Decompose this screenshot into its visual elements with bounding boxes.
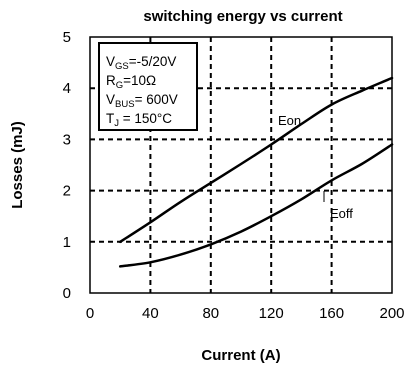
series-line-eon	[118, 76, 394, 244]
series-line-eoff	[118, 143, 394, 268]
y-tick-labels: 0 1 2 3 4 5	[63, 29, 71, 302]
vgs-param: VGS=-5/20V	[106, 54, 176, 72]
grid	[90, 37, 392, 293]
x-tick-label: 40	[142, 305, 159, 322]
tj-param: TJ = 150°C	[106, 111, 172, 129]
y-tick-label: 4	[63, 80, 71, 97]
x-tick-label: 200	[379, 305, 404, 322]
chart-title: switching energy vs current	[143, 8, 342, 25]
x-tick-label: 160	[319, 305, 344, 322]
x-tick-labels: 0 40 80 120 160 200	[86, 305, 405, 322]
rg-param: RG=10Ω	[106, 73, 156, 91]
parameter-box-frame	[98, 42, 198, 131]
y-axis-label: Losses (mJ)	[9, 121, 26, 209]
series-lines	[118, 76, 394, 268]
x-tick-label: 0	[86, 305, 94, 322]
parameter-box: VGS=-5/20V RG=10Ω VBUS= 600V TJ = 150°C	[98, 42, 198, 131]
plot-frame	[89, 36, 393, 294]
y-tick-label: 2	[63, 183, 71, 200]
y-tick-label: 5	[63, 29, 71, 46]
x-axis-label: Current (A)	[201, 347, 280, 364]
y-tick-label: 1	[63, 234, 71, 251]
eon-label: Eon	[278, 113, 301, 128]
x-tick-label: 120	[259, 305, 284, 322]
eoff-label: Eoff	[330, 206, 353, 221]
y-tick-label: 3	[63, 131, 71, 148]
y-tick-label: 0	[63, 285, 71, 302]
vbus-param: VBUS= 600V	[106, 92, 178, 110]
x-tick-label: 80	[202, 305, 219, 322]
